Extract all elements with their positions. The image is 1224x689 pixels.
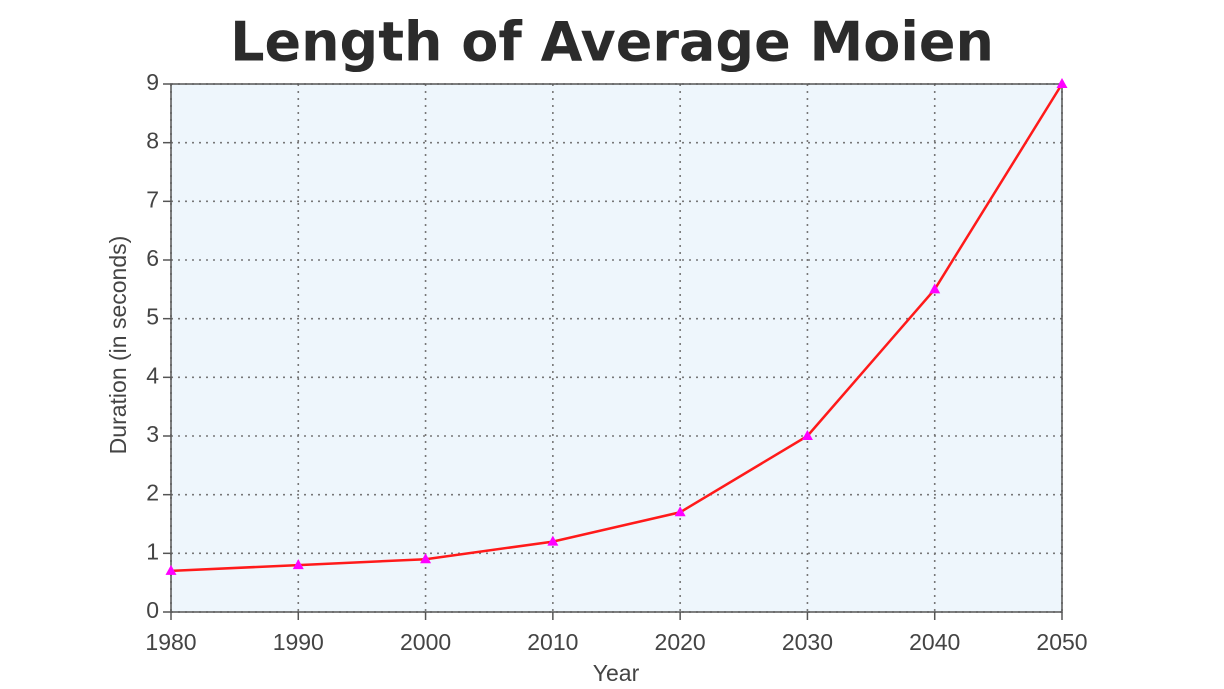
x-tick-label: 1990 (273, 629, 324, 655)
data-point (1056, 78, 1068, 88)
data-point (165, 564, 177, 575)
y-tick-label: 1 (146, 538, 159, 564)
data-point (801, 430, 813, 440)
x-axis-label: Year (593, 660, 640, 686)
chart-title: Length of Average Moien (230, 11, 994, 74)
y-tick-label: 9 (146, 69, 159, 95)
x-tick-label: 2050 (1036, 629, 1087, 655)
x-tick-label: 1980 (145, 629, 196, 655)
y-tick-label: 0 (146, 597, 159, 623)
data-point (292, 559, 304, 570)
x-tick-label: 2030 (782, 629, 833, 655)
x-tick-label: 2010 (527, 629, 578, 655)
data-line (170, 83, 1064, 573)
data-point (547, 535, 559, 546)
y-tick-label: 6 (146, 245, 159, 271)
y-axis-label: Duration (in seconds) (105, 236, 131, 455)
x-tick-label: 2000 (400, 629, 451, 655)
y-tick-label: 4 (146, 362, 159, 388)
y-tick-label: 2 (146, 480, 159, 506)
y-tick-label: 5 (146, 304, 159, 330)
y-tick-label: 3 (146, 421, 159, 447)
data-point (420, 553, 432, 564)
plot-frame (170, 83, 1063, 613)
x-tick-label: 2020 (655, 629, 706, 655)
plot-area (171, 84, 1062, 612)
data-point (674, 506, 686, 517)
x-tick-label: 2040 (909, 629, 960, 655)
y-tick-label: 8 (146, 128, 159, 154)
data-point (929, 283, 941, 294)
y-tick-label: 7 (146, 186, 159, 212)
